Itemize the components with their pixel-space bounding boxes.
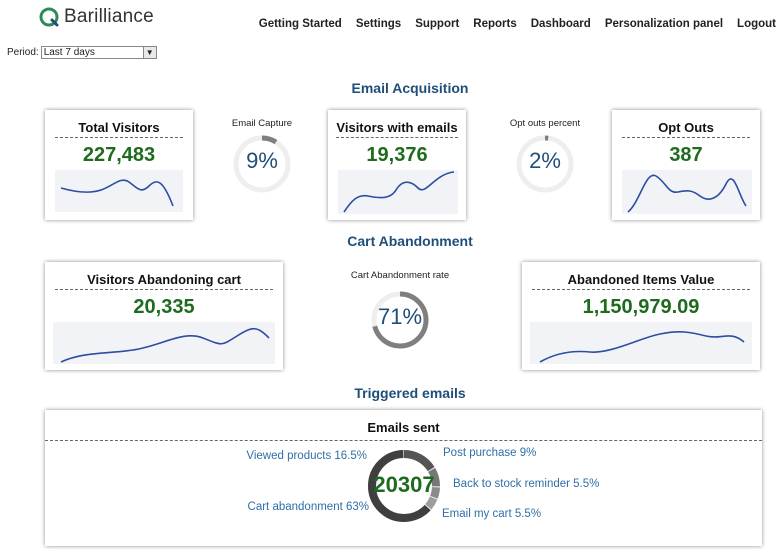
ring-email-capture: Email Capture 9% <box>222 118 302 195</box>
emails-sent-donut <box>368 450 440 522</box>
nav-personalization-panel[interactable]: Personalization panel <box>604 18 724 30</box>
title-divider <box>55 137 183 138</box>
label-viewed-products: Viewed products 16.5% <box>246 450 367 462</box>
card-title: Total Visitors <box>78 120 160 135</box>
section-cart-abandonment: Cart Abandonment <box>347 233 473 249</box>
donut-segment <box>368 450 440 522</box>
top-bar: Barilliance Getting Started Settings Sup… <box>0 0 780 38</box>
card-title: Visitors Abandoning cart <box>87 272 241 287</box>
sparkline-abandoned-items-value <box>530 322 752 364</box>
title-divider <box>532 289 750 290</box>
nav-support[interactable]: Support <box>415 18 460 30</box>
ring-gauge <box>516 135 574 193</box>
nav-reports[interactable]: Reports <box>473 18 517 30</box>
ring-value: 2% <box>529 148 561 173</box>
card-value: 20,335 <box>133 296 195 318</box>
chevron-down-icon[interactable]: ▼ <box>142 47 156 58</box>
section-email-acquisition: Email Acquisition <box>351 80 469 96</box>
card-emails-sent: Emails sent 20307 Viewed products 16.5% … <box>45 410 762 546</box>
logo[interactable]: Barilliance <box>38 6 154 28</box>
ring-gauge <box>371 291 429 349</box>
sparkline-total-visitors <box>55 170 183 212</box>
label-cart-abandonment: Cart abandonment 63% <box>247 501 369 513</box>
nav-logout[interactable]: Logout <box>737 18 776 30</box>
card-visitors-abandoning-cart: Visitors Abandoning cart 20,335 <box>45 262 283 370</box>
period-select[interactable]: Last 7 days ▼ <box>40 46 157 59</box>
section-triggered-emails: Triggered emails <box>354 385 466 401</box>
label-post-purchase: Post purchase 9% <box>443 447 537 459</box>
ring-label: Email Capture <box>231 118 293 129</box>
nav-dashboard[interactable]: Dashboard <box>530 18 591 30</box>
ring-label: Opt outs percent <box>509 118 581 129</box>
card-value: 387 <box>669 144 703 166</box>
logo-text: Barilliance <box>64 6 154 27</box>
nav-getting-started[interactable]: Getting Started <box>258 18 342 30</box>
card-value: 1,150,979.09 <box>582 296 700 318</box>
ring-label: Cart Abandonment rate <box>350 270 450 281</box>
sparkline-visitors-with-emails <box>338 170 458 214</box>
card-total-visitors: Total Visitors 227,483 <box>45 110 193 220</box>
period-filter: Period: Last 7 days ▼ <box>7 46 157 59</box>
title-divider <box>45 440 762 441</box>
card-title: Visitors with emails <box>336 120 458 135</box>
card-title: Opt Outs <box>658 120 714 135</box>
ring-value: 9% <box>246 148 278 173</box>
title-divider <box>336 137 458 138</box>
nav-settings[interactable]: Settings <box>355 18 402 30</box>
card-value: 19,376 <box>366 144 428 166</box>
donut-segment <box>368 450 440 522</box>
label-email-my-cart: Email my cart 5.5% <box>442 508 542 520</box>
title-divider <box>55 289 273 290</box>
ring-cart-abandonment-rate: Cart Abandonment rate 71% <box>340 270 460 351</box>
period-value: Last 7 days <box>43 47 95 58</box>
card-opt-outs: Opt Outs 387 <box>612 110 760 220</box>
card-title: Abandoned Items Value <box>567 272 715 287</box>
ring-opt-outs-percent: Opt outs percent 2% <box>500 118 590 195</box>
ring-value: 71% <box>377 304 423 329</box>
logo-icon <box>39 7 59 27</box>
card-abandoned-items-value: Abandoned Items Value 1,150,979.09 <box>522 262 760 370</box>
ring-gauge <box>233 135 291 193</box>
label-back-to-stock-reminder: Back to stock reminder 5.5% <box>453 478 600 490</box>
emails-sent-total: 20307 <box>373 472 435 497</box>
card-visitors-with-emails: Visitors with emails 19,376 <box>328 110 466 220</box>
sparkline-opt-outs <box>622 170 752 214</box>
card-title: Emails sent <box>367 420 440 435</box>
sparkline-visitors-abandoning-cart <box>53 322 275 364</box>
period-label: Period: <box>7 47 39 58</box>
main-nav: Getting Started Settings Support Reports… <box>245 18 776 30</box>
donut-segment <box>368 450 440 522</box>
card-value: 227,483 <box>82 144 156 166</box>
title-divider <box>622 137 750 138</box>
